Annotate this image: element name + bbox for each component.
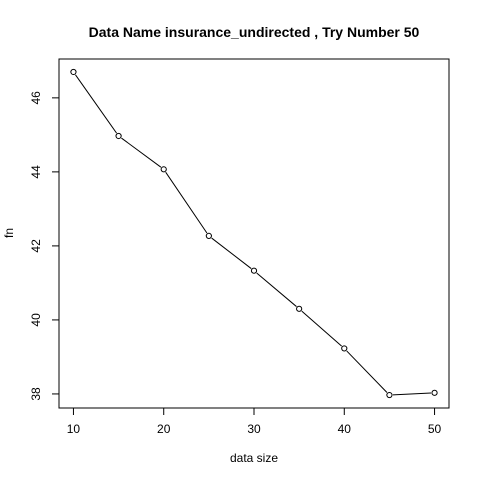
data-point [160, 166, 167, 173]
data-point [386, 391, 393, 399]
data-points [70, 68, 438, 399]
data-point [431, 389, 438, 396]
x-tick-label: 50 [428, 422, 442, 436]
x-tick-label: 30 [247, 422, 261, 436]
x-axis-label: data size [230, 451, 278, 465]
chart-title: Data Name insurance_undirected , Try Num… [89, 24, 420, 40]
x-axis: 10 20 30 40 50 [67, 408, 442, 436]
data-point [296, 305, 303, 312]
y-tick-label: 40 [29, 313, 43, 327]
x-tick-label: 40 [338, 422, 352, 436]
y-tick-label: 42 [29, 239, 43, 253]
y-tick-label: 46 [29, 91, 43, 105]
y-axis-label: fn [2, 228, 16, 238]
y-tick-label: 38 [29, 387, 43, 401]
data-point [341, 345, 348, 352]
y-tick-label: 44 [29, 165, 43, 179]
x-tick-label: 10 [67, 422, 81, 436]
y-axis: 38 40 42 44 46 [29, 91, 59, 401]
data-point [70, 68, 77, 76]
data-point [205, 232, 212, 240]
x-tick-label: 20 [157, 422, 171, 436]
data-point [250, 267, 258, 274]
series-line-segments [75, 74, 432, 396]
data-point [115, 132, 122, 140]
